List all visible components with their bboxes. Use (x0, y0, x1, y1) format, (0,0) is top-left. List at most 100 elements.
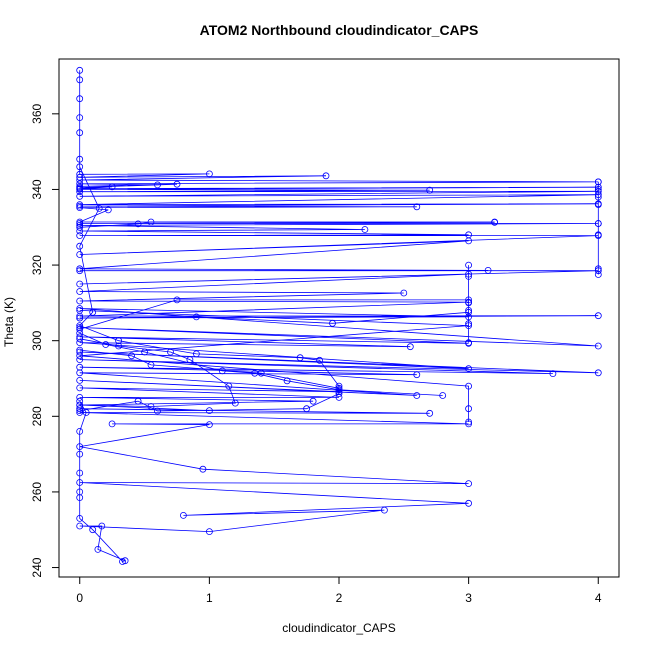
x-axis: 0 1 2 3 4 (76, 576, 602, 605)
data-point (76, 356, 84, 364)
data-point (154, 407, 161, 415)
data-point (76, 443, 84, 451)
data-point (76, 363, 84, 371)
series-line (79, 310, 470, 422)
series-group (76, 66, 602, 565)
y-tick-label: 340 (30, 179, 44, 199)
data-point (76, 314, 84, 322)
series-line (79, 338, 236, 407)
data-point (283, 377, 291, 385)
data-point (76, 384, 84, 392)
data-point (413, 371, 421, 379)
series-11 (76, 308, 473, 327)
data-point (76, 265, 84, 273)
data-point (594, 193, 602, 201)
data-point (335, 384, 343, 392)
data-point (134, 397, 142, 405)
data-point (76, 163, 84, 171)
data-point (199, 465, 207, 473)
chart-title: ATOM2 Northbound cloudindicator_CAPS (200, 22, 479, 38)
data-point (134, 220, 142, 228)
series-2 (76, 163, 343, 415)
y-tick-label: 260 (30, 482, 44, 502)
data-point (76, 242, 84, 250)
data-point (316, 356, 324, 364)
x-tick-label: 1 (206, 591, 213, 605)
series-4 (76, 335, 239, 410)
data-point (76, 401, 84, 409)
data-point (89, 526, 97, 534)
data-point (439, 392, 447, 399)
data-point (594, 231, 602, 239)
data-point (594, 342, 602, 350)
data-point (76, 267, 84, 275)
x-axis-label: cloudindicator_CAPS (282, 621, 395, 635)
data-point (465, 308, 473, 316)
data-point (594, 201, 602, 209)
data-point (147, 361, 155, 369)
data-point (76, 129, 84, 137)
x-tick-label: 0 (76, 591, 83, 605)
series-line (78, 166, 340, 412)
data-point (179, 512, 187, 519)
data-point (128, 352, 136, 360)
data-point (426, 186, 434, 194)
data-point (465, 237, 473, 245)
data-point (76, 297, 84, 305)
data-point (115, 342, 122, 350)
data-point (154, 181, 161, 189)
data-point (76, 409, 84, 416)
data-point (329, 319, 336, 327)
data-point (594, 220, 602, 227)
data-point (76, 397, 84, 405)
data-point (465, 480, 473, 488)
data-point (465, 261, 473, 269)
data-point (108, 420, 116, 428)
data-point (76, 469, 84, 477)
data-point (491, 218, 499, 226)
y-tick-label: 360 (30, 103, 44, 123)
data-point (76, 450, 84, 458)
data-point (413, 203, 421, 211)
data-point (108, 183, 116, 191)
data-point (413, 392, 421, 399)
series-7 (465, 261, 473, 347)
data-point (465, 418, 473, 426)
data-point (76, 369, 84, 377)
x-tick-label: 2 (336, 591, 343, 605)
series-1 (76, 66, 602, 565)
data-point (94, 546, 102, 553)
data-point (76, 204, 84, 212)
data-point (76, 173, 84, 181)
data-point (76, 114, 84, 121)
data-point (380, 506, 388, 514)
data-point (465, 296, 473, 304)
data-point (173, 180, 181, 188)
data-point (76, 280, 84, 288)
data-point (76, 227, 84, 235)
data-point (205, 528, 213, 535)
data-point (218, 367, 226, 375)
data-point (76, 405, 84, 413)
data-point (95, 204, 103, 212)
y-tick-label: 300 (30, 330, 44, 350)
data-point (335, 390, 343, 398)
series-6 (76, 306, 473, 426)
data-point (192, 350, 200, 358)
data-point (465, 382, 473, 390)
data-point (465, 272, 473, 280)
data-point (76, 322, 84, 330)
series-line (79, 70, 599, 562)
data-point (76, 352, 84, 360)
data-point (76, 325, 84, 333)
x-tick-label: 3 (465, 591, 472, 605)
data-point (335, 393, 343, 401)
data-point (119, 558, 126, 565)
y-tick-label: 280 (30, 406, 44, 426)
data-point (594, 312, 602, 320)
data-point (98, 522, 106, 530)
data-point (426, 409, 434, 417)
y-tick-label: 320 (30, 255, 44, 275)
series-8 (594, 178, 602, 278)
